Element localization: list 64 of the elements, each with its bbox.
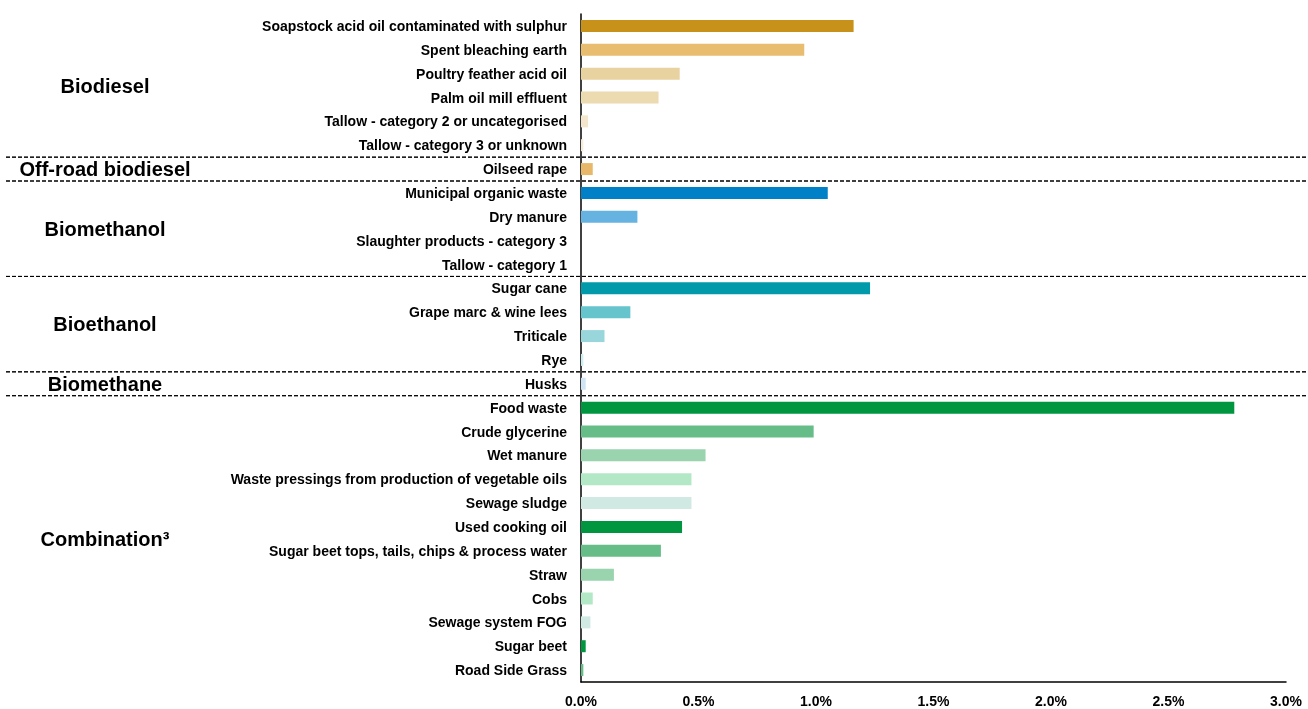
bar bbox=[581, 186, 828, 199]
bar bbox=[581, 449, 706, 462]
bar bbox=[581, 210, 638, 223]
y-tick-label: Sugar cane bbox=[491, 280, 568, 297]
y-tick-label: Spent bleaching earth bbox=[420, 41, 567, 58]
y-tick-label: Municipal organic waste bbox=[405, 184, 568, 201]
y-tick-label: Sugar beet tops, tails, chips & process water bbox=[269, 542, 568, 559]
y-tick-label: Oilseed rape bbox=[482, 161, 568, 178]
text: Biomethanol bbox=[44, 217, 166, 240]
y-tick-label: Tallow - category 3 or unknown bbox=[358, 137, 567, 154]
y-tick-label: Triticale bbox=[514, 328, 568, 345]
y-tick-label: Road Side Grass bbox=[454, 662, 568, 679]
bar bbox=[581, 163, 593, 176]
y-tick-label: Husks bbox=[524, 375, 568, 392]
x-tick-label: 3.0% bbox=[1270, 693, 1303, 709]
y-tick-label: Palm oil mill effluent bbox=[430, 89, 568, 106]
y-tick-label: Poultry feather acid oil bbox=[416, 65, 567, 82]
x-tick-label: 2.0% bbox=[1035, 693, 1068, 709]
y-tick-label: Used cooking oil bbox=[454, 518, 567, 535]
y-tick-label: Straw bbox=[528, 566, 568, 583]
y-tick-label: Dry manure bbox=[489, 208, 568, 225]
y-tick-label: Cobs bbox=[532, 590, 568, 607]
bar bbox=[581, 640, 586, 653]
x-tick-label: 0.0% bbox=[565, 693, 598, 709]
y-tick-label: Rye bbox=[541, 351, 568, 368]
bar bbox=[581, 377, 586, 390]
bar bbox=[581, 616, 591, 629]
y-tick-label: Slaughter products - category 3 bbox=[356, 232, 568, 249]
bar bbox=[581, 497, 692, 510]
y-tick-label: Crude glycerine bbox=[461, 423, 568, 440]
bar bbox=[581, 425, 814, 438]
bar bbox=[581, 115, 589, 128]
bar bbox=[581, 520, 683, 533]
y-tick-label: Wet manure bbox=[487, 447, 568, 464]
bar bbox=[581, 544, 661, 557]
y-tick-label: Food waste bbox=[489, 399, 568, 416]
bar bbox=[581, 19, 854, 32]
x-tick-label: 2.5% bbox=[1152, 693, 1185, 709]
text: Biodiesel bbox=[60, 74, 150, 97]
text: Biomethane bbox=[47, 372, 163, 395]
bar bbox=[581, 306, 631, 319]
bar bbox=[581, 401, 1235, 414]
bar bbox=[581, 473, 692, 486]
y-tick-label: Grape marc & wine lees bbox=[409, 304, 568, 321]
bar bbox=[581, 568, 614, 581]
bar bbox=[581, 282, 871, 295]
y-tick-label: Tallow - category 2 or uncategorised bbox=[324, 113, 567, 130]
x-tick-label: 1.0% bbox=[800, 693, 833, 709]
y-tick-label: Sugar beet bbox=[494, 638, 568, 655]
y-tick-label: Soapstock acid oil contaminated with sulphur bbox=[262, 17, 568, 34]
bar bbox=[581, 91, 659, 104]
bar bbox=[581, 592, 593, 605]
bar bbox=[581, 67, 680, 80]
bar bbox=[581, 43, 805, 56]
bar bbox=[581, 330, 605, 343]
x-tick-label: 0.5% bbox=[682, 693, 715, 709]
y-tick-label: Sewage system FOG bbox=[428, 614, 568, 631]
text: Off-road biodiesel bbox=[19, 158, 191, 181]
text: Bioethanol bbox=[53, 313, 157, 336]
y-tick-label: Sewage sludge bbox=[465, 495, 568, 512]
x-tick-label: 1.5% bbox=[917, 693, 950, 709]
text: Combination³ bbox=[40, 527, 170, 550]
y-tick-label: Tallow - category 1 bbox=[442, 256, 568, 273]
y-tick-label: Waste pressings from production of vegetable oils bbox=[230, 471, 568, 488]
